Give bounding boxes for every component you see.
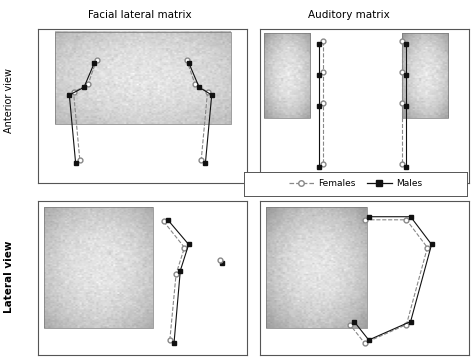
- Text: Facial lateral matrix: Facial lateral matrix: [88, 10, 191, 20]
- Bar: [266, 208, 367, 328]
- Text: Auditory matrix: Auditory matrix: [308, 10, 389, 20]
- Text: Lateral view: Lateral view: [3, 240, 14, 313]
- Text: Anterior view: Anterior view: [3, 68, 14, 133]
- Legend: Females, Males: Females, Males: [285, 176, 426, 192]
- Bar: [402, 33, 448, 118]
- Bar: [44, 208, 153, 328]
- Bar: [264, 33, 310, 118]
- Bar: [55, 32, 230, 124]
